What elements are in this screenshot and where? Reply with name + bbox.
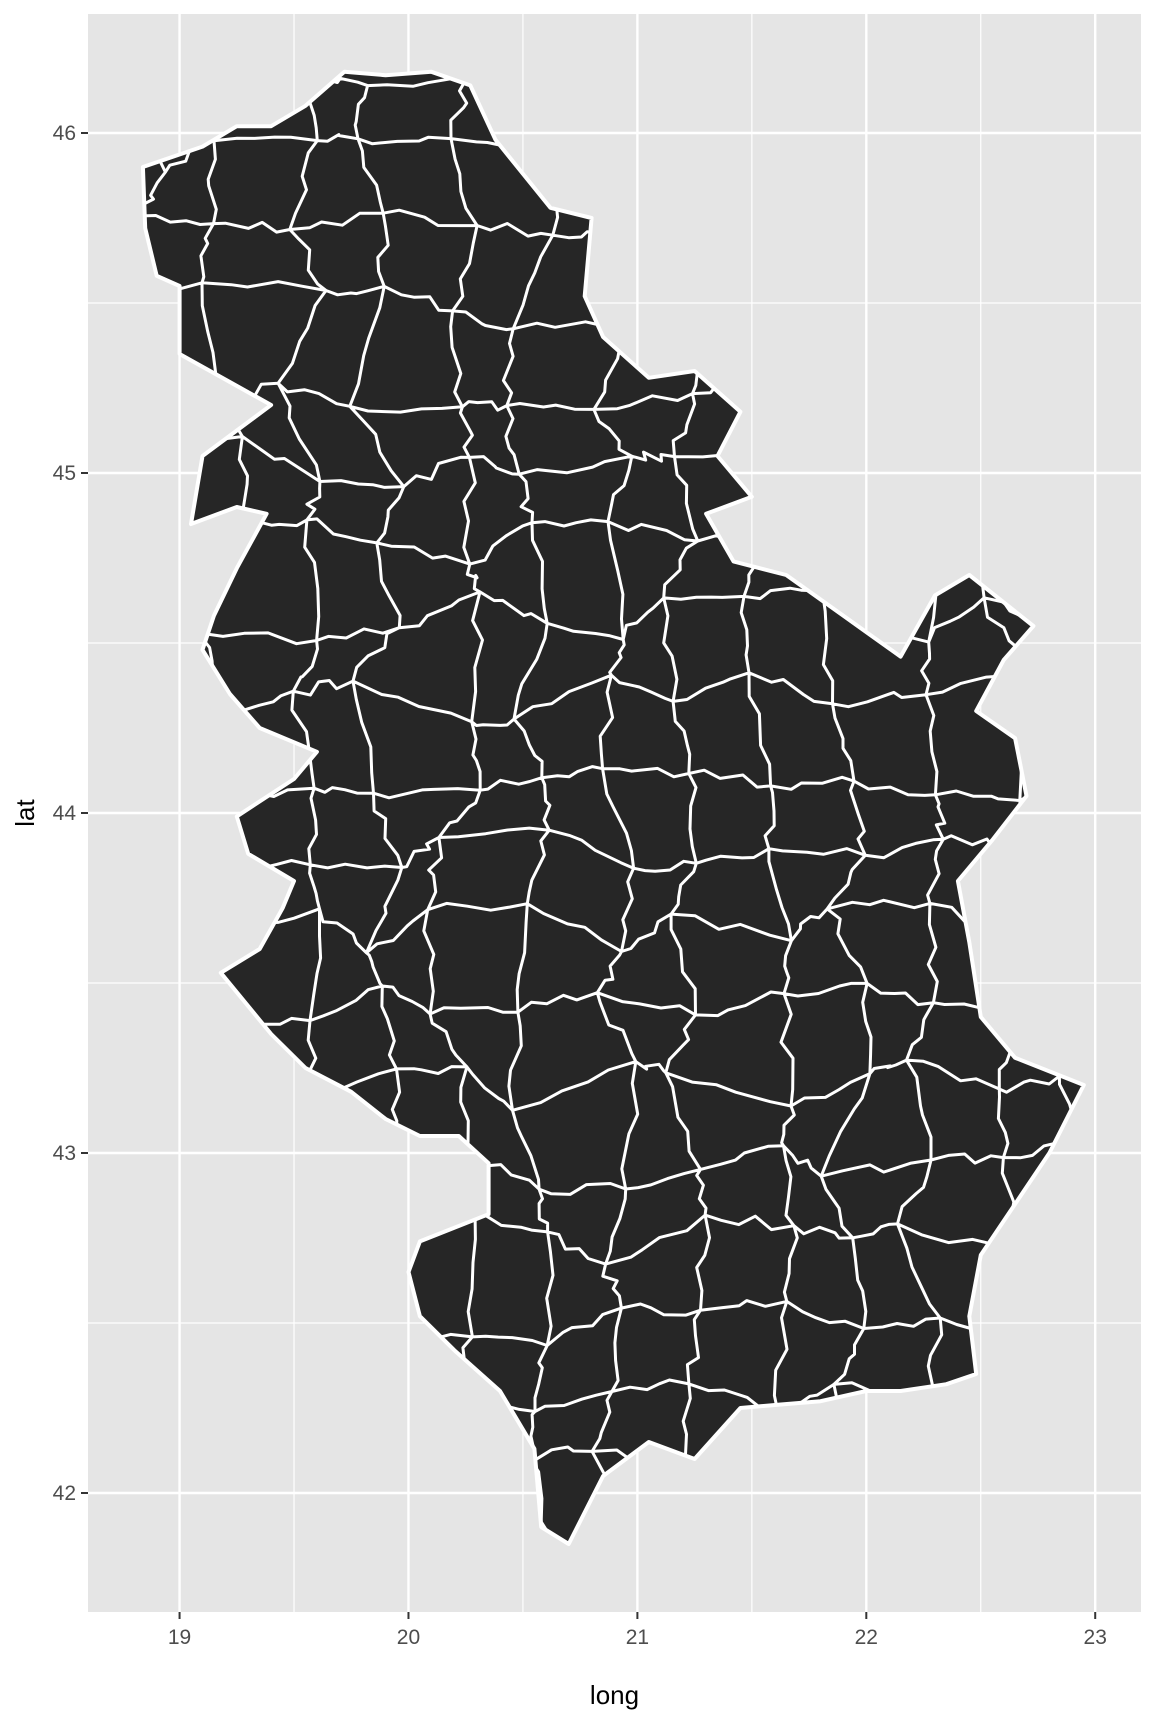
x-tick-label: 21 xyxy=(626,1626,649,1649)
y-tick-label: 42 xyxy=(53,1482,76,1505)
x-axis-title: long xyxy=(590,1680,639,1710)
x-tick-label: 20 xyxy=(397,1626,420,1649)
y-tick-label: 43 xyxy=(53,1142,76,1165)
y-axis-ticks: 42 43 44 45 46 xyxy=(53,122,88,1505)
y-tick-label: 46 xyxy=(53,122,76,145)
y-tick-label: 44 xyxy=(53,802,77,825)
y-axis-title: lat xyxy=(10,798,40,826)
x-tick-label: 22 xyxy=(855,1626,878,1649)
x-axis-ticks: 19 20 21 22 23 xyxy=(168,1612,1107,1649)
x-tick-label: 23 xyxy=(1084,1626,1107,1649)
x-tick-label: 19 xyxy=(168,1626,191,1649)
y-tick-label: 45 xyxy=(53,462,76,485)
